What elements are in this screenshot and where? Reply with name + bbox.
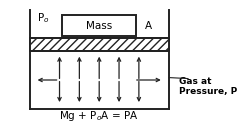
Text: Mg + P$_o$A = PA: Mg + P$_o$A = PA xyxy=(60,109,139,123)
Text: P$_o$: P$_o$ xyxy=(37,12,50,25)
Bar xyxy=(30,38,169,51)
Text: Gas at
Pressure, P: Gas at Pressure, P xyxy=(179,77,237,96)
Bar xyxy=(62,15,136,36)
Text: Mass: Mass xyxy=(86,21,112,31)
Text: A: A xyxy=(145,21,152,31)
